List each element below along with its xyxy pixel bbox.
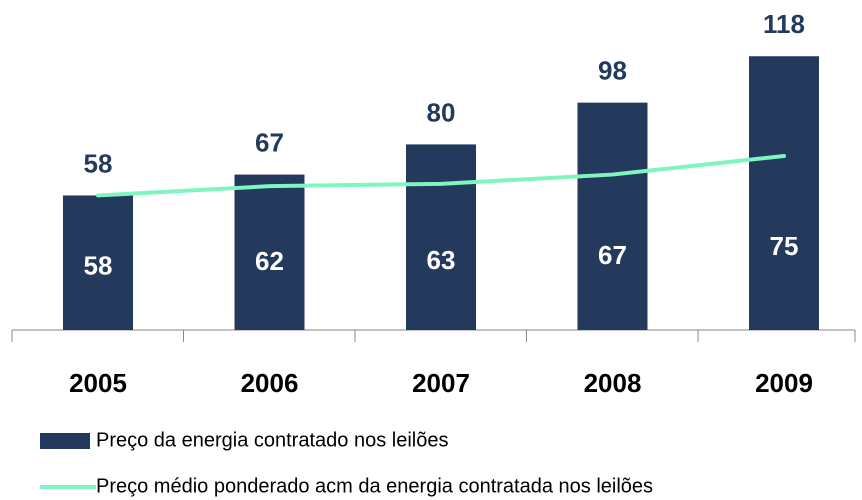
bar xyxy=(234,174,305,330)
x-tick-label: 2009 xyxy=(755,368,813,398)
bar xyxy=(749,56,819,331)
bar xyxy=(406,144,476,330)
line-value-label: 67 xyxy=(598,240,627,270)
line-value-label: 58 xyxy=(84,251,113,281)
bar-value-label: 80 xyxy=(427,97,456,127)
legend-swatch xyxy=(40,433,90,449)
x-tick-label: 2007 xyxy=(412,368,470,398)
legend-label: Preço da energia contratado nos leilões xyxy=(96,429,448,451)
x-tick-label: 2008 xyxy=(584,368,642,398)
line-value-label: 62 xyxy=(255,246,284,276)
line-value-label: 63 xyxy=(427,245,456,275)
bar xyxy=(577,102,648,330)
bar-value-label: 98 xyxy=(598,56,627,86)
bar xyxy=(63,195,133,330)
line-value-label: 75 xyxy=(770,231,799,261)
x-tick-label: 2006 xyxy=(241,368,299,398)
x-tick-label: 2005 xyxy=(69,368,127,398)
bar-value-label: 118 xyxy=(763,9,805,39)
legend-label: Preço médio ponderado acm da energia con… xyxy=(96,475,653,497)
line xyxy=(96,154,786,198)
bar-value-label: 67 xyxy=(255,127,284,157)
bar-value-label: 58 xyxy=(84,148,113,178)
